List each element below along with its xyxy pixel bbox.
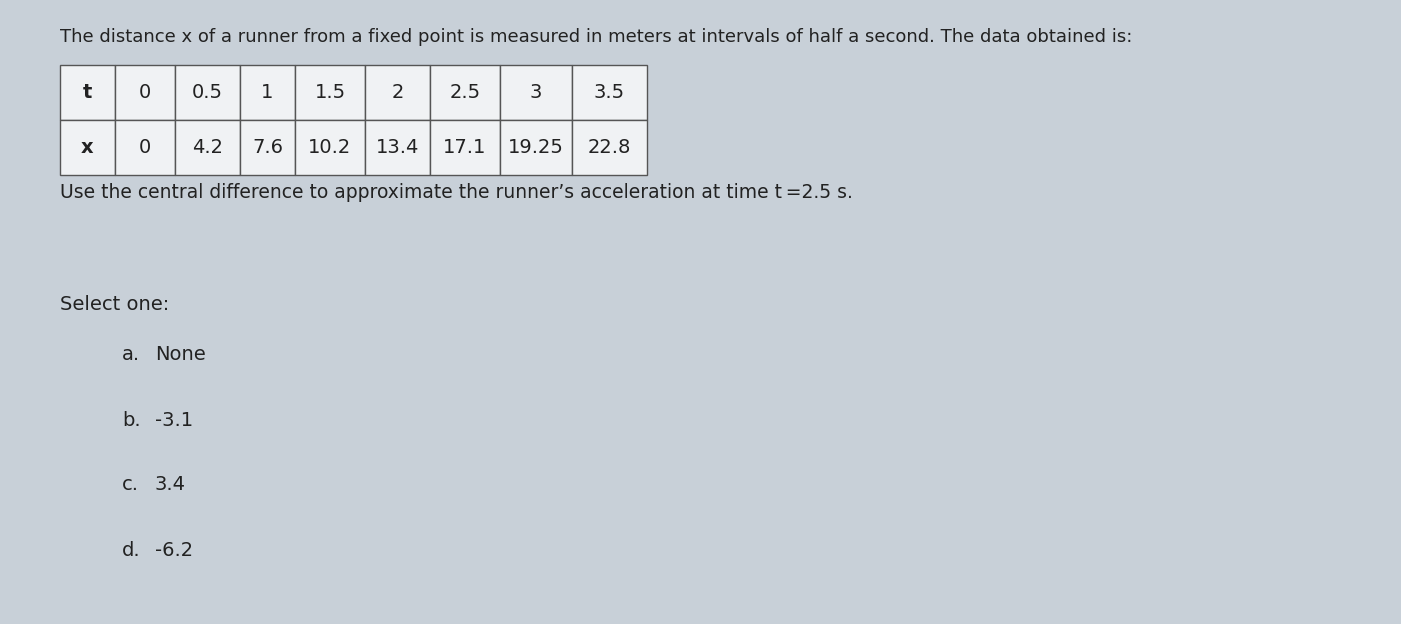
Text: 2: 2 — [391, 83, 403, 102]
Bar — [430, 65, 500, 120]
Bar — [430, 120, 500, 175]
Text: 3.5: 3.5 — [594, 83, 625, 102]
Bar — [60, 65, 115, 120]
Bar — [296, 120, 366, 175]
Bar — [115, 65, 175, 120]
Text: 0: 0 — [139, 83, 151, 102]
Bar — [366, 120, 430, 175]
Text: The distance x of a runner from a fixed point is measured in meters at intervals: The distance x of a runner from a fixed … — [60, 28, 1132, 46]
Bar — [572, 65, 647, 120]
Text: -6.2: -6.2 — [156, 540, 193, 560]
Text: 19.25: 19.25 — [509, 138, 565, 157]
Text: -3.1: -3.1 — [156, 411, 193, 429]
Text: d.: d. — [122, 540, 140, 560]
Text: 4.2: 4.2 — [192, 138, 223, 157]
Bar — [240, 120, 296, 175]
Bar — [572, 120, 647, 175]
Text: x: x — [81, 138, 94, 157]
Text: Select one:: Select one: — [60, 295, 170, 314]
Bar — [175, 65, 240, 120]
Text: c.: c. — [122, 475, 139, 494]
Text: 13.4: 13.4 — [375, 138, 419, 157]
Bar — [500, 120, 572, 175]
Text: 3.4: 3.4 — [156, 475, 186, 494]
Text: 3: 3 — [530, 83, 542, 102]
Text: t: t — [83, 83, 92, 102]
Text: 2.5: 2.5 — [450, 83, 481, 102]
Text: 10.2: 10.2 — [308, 138, 352, 157]
Bar — [500, 65, 572, 120]
Bar — [240, 65, 296, 120]
Text: a.: a. — [122, 346, 140, 364]
Bar — [296, 65, 366, 120]
Bar — [60, 120, 115, 175]
Bar — [175, 120, 240, 175]
Text: 7.6: 7.6 — [252, 138, 283, 157]
Bar — [115, 120, 175, 175]
Text: None: None — [156, 346, 206, 364]
Text: 1: 1 — [262, 83, 273, 102]
Text: 22.8: 22.8 — [588, 138, 632, 157]
Text: 0: 0 — [139, 138, 151, 157]
Bar — [366, 65, 430, 120]
Text: Use the central difference to approximate the runner’s acceleration at time t =2: Use the central difference to approximat… — [60, 183, 853, 202]
Text: 1.5: 1.5 — [314, 83, 346, 102]
Text: 17.1: 17.1 — [443, 138, 486, 157]
Text: b.: b. — [122, 411, 140, 429]
Text: 0.5: 0.5 — [192, 83, 223, 102]
